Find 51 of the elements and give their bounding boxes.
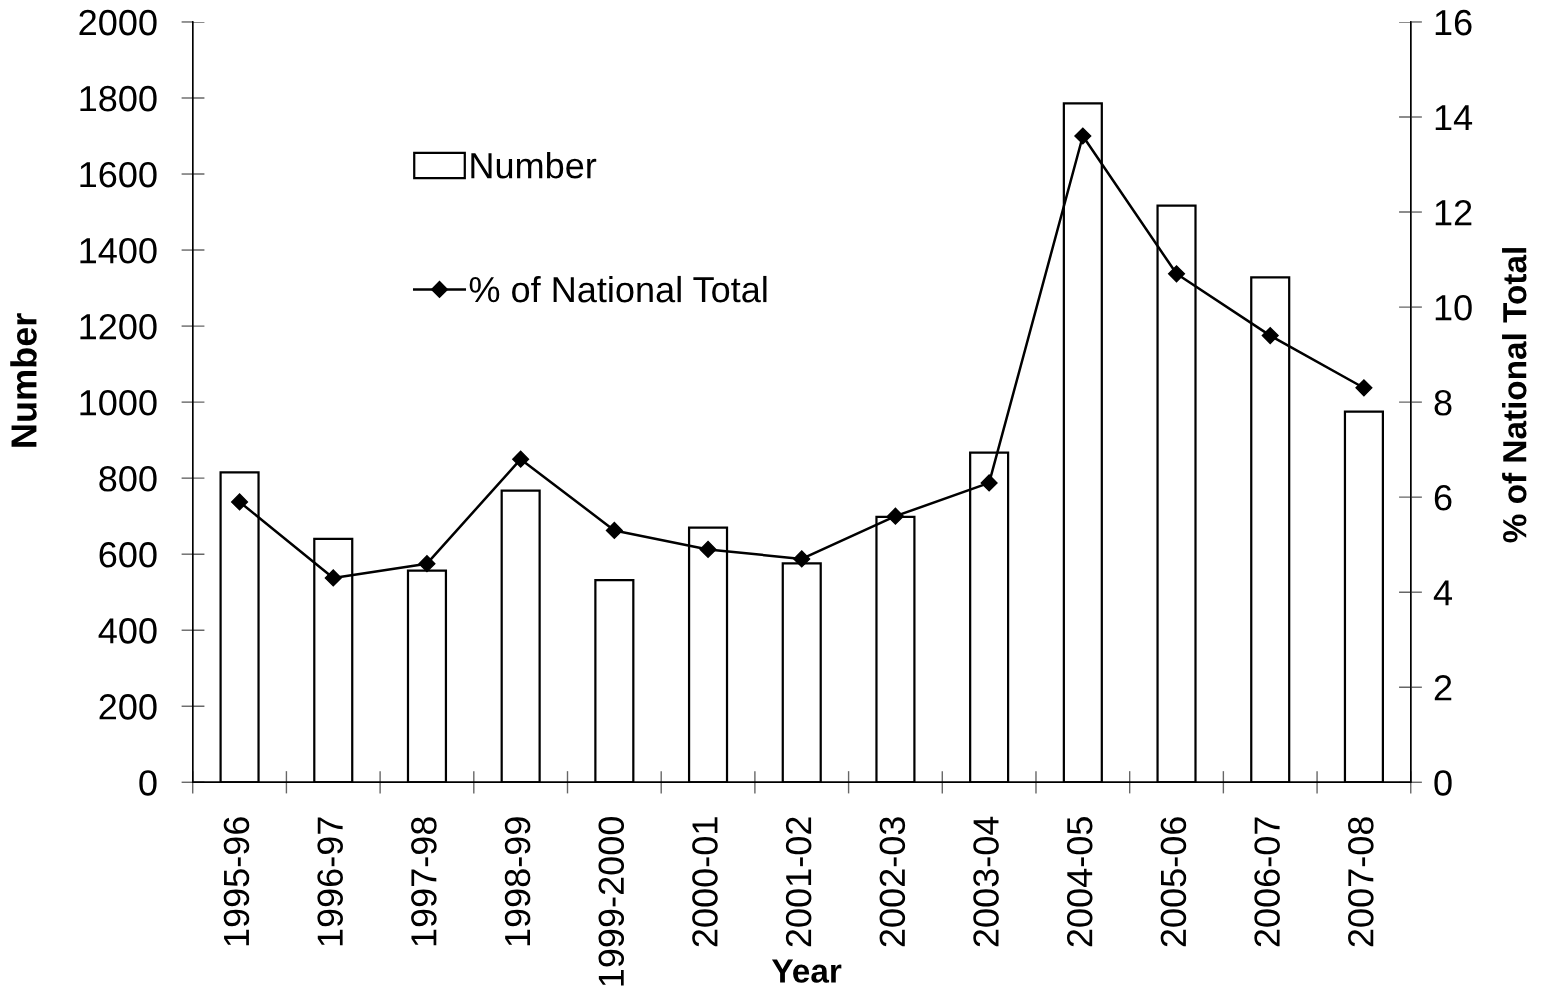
y-tick-label: 1000 xyxy=(80,389,157,416)
x-tick-label: 2007-08 xyxy=(1348,817,1374,947)
x-axis-title: Year xyxy=(771,959,842,983)
x-tick-label: 2001-02 xyxy=(785,817,812,947)
y2-tick-label: 10 xyxy=(1435,294,1472,321)
point xyxy=(1074,127,1092,145)
y2-tick-label: 2 xyxy=(1434,675,1452,701)
point xyxy=(1167,265,1186,283)
x-tick-label: 1995-96 xyxy=(223,817,250,946)
y2-tick-label: 4 xyxy=(1433,580,1453,606)
y2-tick-label: 12 xyxy=(1435,199,1472,226)
point xyxy=(1355,379,1373,397)
point xyxy=(1261,327,1279,345)
point xyxy=(418,555,436,573)
y2-tick-label: 0 xyxy=(1434,770,1452,796)
point xyxy=(793,550,811,568)
y-tick-label: 1800 xyxy=(80,85,157,112)
y-tick-label: 1200 xyxy=(80,313,157,340)
point xyxy=(980,474,998,492)
x-tick-label: 2006-07 xyxy=(1254,817,1280,947)
x-tick-label: 1996-97 xyxy=(317,817,343,946)
x-tick-label: 2002-03 xyxy=(879,817,906,947)
x-tick-label: 2000-01 xyxy=(692,817,718,947)
y2-axis-title: % of National Total xyxy=(1502,248,1527,543)
y-tick-label: 800 xyxy=(99,466,157,492)
point xyxy=(886,507,904,525)
x-tick-label: 1997-98 xyxy=(411,817,437,946)
point xyxy=(512,450,530,468)
x-tick-label: 2005-06 xyxy=(1160,817,1187,947)
x-tick-label: 1999-2000 xyxy=(598,817,625,986)
y-tick-label: 0 xyxy=(139,770,157,796)
y-axis-title: Number xyxy=(10,313,37,447)
legend-label: % of National Total xyxy=(469,275,767,303)
x-tick-label: 1998-99 xyxy=(504,817,531,946)
point xyxy=(324,569,342,587)
y-tick-label: 1400 xyxy=(80,237,157,264)
point xyxy=(699,540,717,558)
y-tick-label: 1600 xyxy=(80,161,157,188)
y2-tick-label: 16 xyxy=(1435,9,1472,36)
y2-tick-label: 6 xyxy=(1434,485,1452,511)
legend-label: Number xyxy=(471,151,597,179)
x-tick-label: 2003-04 xyxy=(973,816,999,947)
y2-tick-label: 8 xyxy=(1434,389,1452,416)
y-tick-label: 400 xyxy=(98,618,157,644)
y-tick-label: 200 xyxy=(99,694,157,720)
y2-tick-label: 14 xyxy=(1435,105,1473,131)
y-tick-label: 2000 xyxy=(79,9,157,36)
point xyxy=(605,521,623,539)
y-tick-label: 600 xyxy=(99,542,157,568)
point xyxy=(231,493,249,511)
x-tick-label: 2004-05 xyxy=(1066,817,1093,947)
